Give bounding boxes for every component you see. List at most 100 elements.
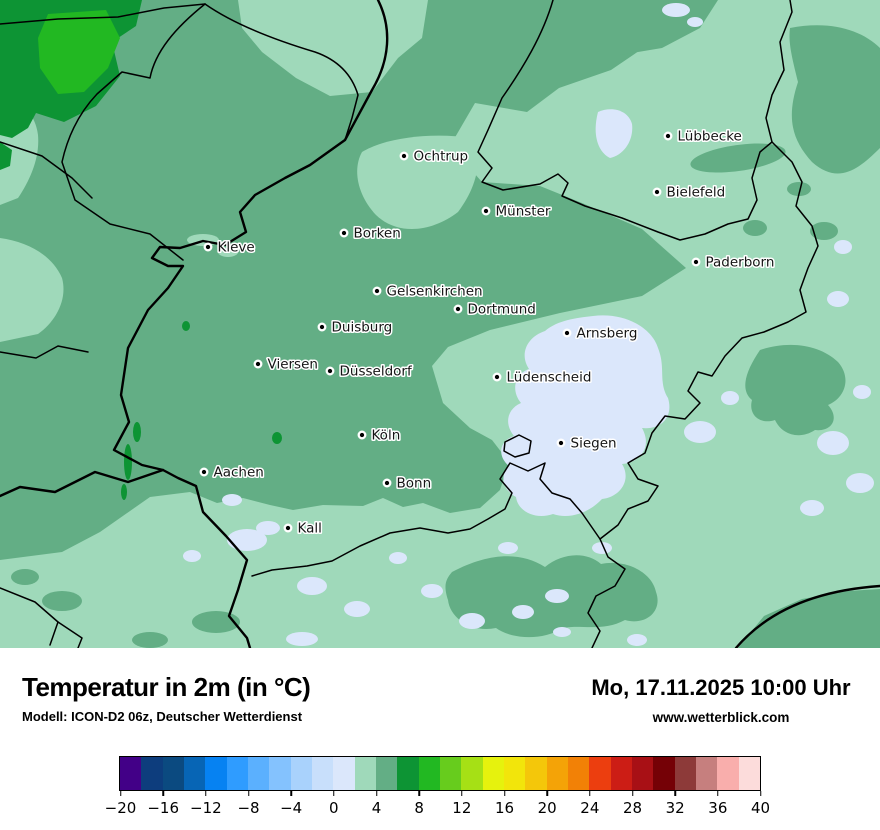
borders [0,0,880,648]
legend-tick-label: 24 [580,799,600,817]
city-label: Lübbecke [678,129,742,145]
model-info: Modell: ICON-D2 06z, Deutscher Wetterdie… [22,709,303,724]
legend-tick-label: 16 [494,799,515,817]
city-label: Paderborn [706,255,775,271]
legend-tick-label: 12 [452,799,472,817]
legend-color-step [162,757,184,790]
website-text: www.wetterblick.com [652,710,790,725]
legend-color-step [461,757,483,790]
city-marker: Bielefeld [652,183,727,202]
legend-tick-label: −8 [237,799,260,817]
city-marker: Dortmund [453,300,537,319]
city-marker: Düsseldorf [325,362,414,381]
city-dot-icon [382,478,392,488]
legend-color-step [354,757,376,790]
city-marker: Bonn [382,474,433,493]
legend-color-step [589,757,611,790]
city-label: Kleve [218,240,255,256]
city-dot-icon [562,328,572,338]
regions-6-10 [0,0,282,500]
legend-tick [631,791,634,796]
legend-color-step [717,757,739,790]
legend-tick [674,791,676,796]
city-label: Duisburg [332,320,393,336]
legend-color-step [269,757,291,790]
legend-color-step [311,757,334,790]
legend-color-step [439,757,462,790]
city-marker: Lübbecke [663,127,743,146]
legend-tick-label: 20 [537,799,557,817]
legend-tick-label: −12 [190,799,222,817]
legend-color-step [183,757,206,790]
border-nl-provinces-3 [204,3,359,141]
city-marker: Lüdenscheid [492,368,593,387]
legend-color-step [290,757,312,790]
border-nl-provinces-2 [61,3,206,261]
legend-color-step [247,757,270,790]
legend-color-step [653,757,675,790]
legend-tick [290,791,292,796]
city-dot-icon [357,430,367,440]
city-marker: Duisburg [317,318,394,337]
legend-tick [119,791,122,796]
city-label: Bonn [397,476,432,492]
city-marker: Arnsberg [562,324,639,343]
cities-layer: Ochtrup Lübbecke Bielefeld Münster Borken Kle… [199,127,776,538]
legend-color-bar [119,756,761,791]
legend-tick-label: 40 [750,799,771,817]
map-container: Ochtrup Lübbecke Bielefeld Münster Borken Kle… [0,0,880,648]
legend-tick-label: 0 [329,799,339,817]
border-nds-hessen [587,141,819,648]
legend-tick [503,791,506,796]
legend-color-step [141,757,163,790]
legend-tick [162,791,164,796]
city-dot-icon [453,304,463,314]
legend-tick-label: 8 [414,799,424,817]
city-dot-icon [199,467,209,477]
legend-color-step [482,757,504,790]
legend-tick [418,791,420,796]
border-nds-north [477,0,793,241]
legend-tick [717,791,719,796]
city-label: Kall [298,521,322,537]
legend-tick [546,791,548,796]
city-label: Siegen [571,436,617,452]
legend-tick [759,791,762,796]
legend-color-step [610,757,632,790]
legend-color-step [674,757,696,790]
regions-0-2 [183,3,874,646]
city-dot-icon [203,242,213,252]
city-marker: Kall [283,519,323,538]
legend-color-step [525,757,547,790]
city-marker: Köln [357,426,402,445]
map-title: Temperatur in 2m (in °C) [22,672,311,702]
legend-tick [461,791,463,796]
legend-color-step [333,757,355,790]
legend-tick [589,791,591,796]
legend-tick-label: 32 [665,799,685,817]
city-dot-icon [317,322,327,332]
city-dot-icon [663,131,673,141]
border-bottom-left-1 [0,587,59,646]
city-dot-icon [253,359,263,369]
regions-2-4 [0,0,880,648]
border-nl-de [112,0,389,648]
city-marker: Ochtrup [399,147,470,166]
legend-ticks [119,791,762,797]
legend-color-step [738,757,760,790]
footer: Temperatur in 2m (in °C) Modell: ICON-D2… [0,648,880,830]
city-dot-icon [652,187,662,197]
temperature-legend: −20 −16 −12 −8 −4 0 4 8 12 16 20 24 28 32 36 40 [105,756,770,819]
city-dot-icon [399,151,409,161]
legend-tick-label: −4 [280,799,303,817]
city-label: Aachen [214,465,264,481]
legend-tick [333,791,335,796]
city-label: Borken [354,226,401,242]
border-nl-provinces-1 [0,3,206,25]
city-dot-icon [492,372,502,382]
legend-color-step [631,757,654,790]
city-dot-icon [691,257,701,267]
city-dot-icon [556,438,566,448]
legend-color-step [546,757,568,790]
